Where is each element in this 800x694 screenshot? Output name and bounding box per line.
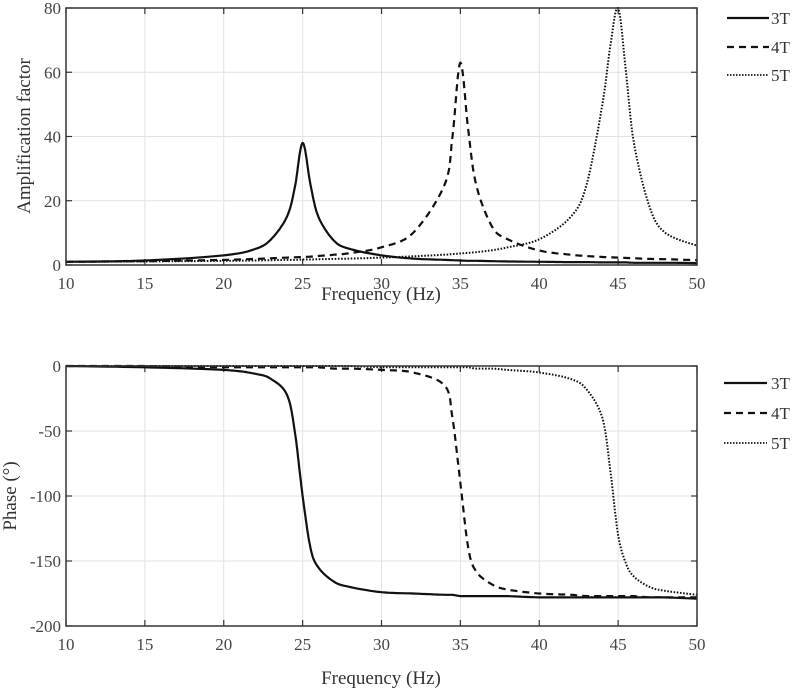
bottom-x-axis-label: Frequency (Hz) [321, 668, 441, 689]
bottom-y-axis-label: Phase (°) [0, 461, 21, 530]
legend-label-5T: 5T [771, 434, 791, 453]
bottom-legend: 3T 4T 5T [724, 374, 791, 453]
x-tick-label: 30 [373, 635, 390, 654]
top-x-tick-labels: 10 15 20 25 30 35 40 45 50 [58, 274, 706, 293]
y-tick-label: 0 [53, 357, 62, 376]
y-tick-label: 60 [44, 63, 61, 82]
y-tick-label: 80 [44, 0, 61, 18]
x-tick-label: 35 [452, 635, 469, 654]
amplification-plot: 0 20 40 60 80 10 15 20 25 30 35 40 45 50 Frequency (… [14, 0, 706, 305]
x-tick-label: 45 [610, 274, 627, 293]
curve-3T [65, 364, 698, 600]
top-legend: 3T 4T 5T [727, 9, 791, 85]
x-tick-label: 15 [136, 274, 153, 293]
legend-label-4T: 4T [771, 38, 791, 57]
y-tick-label: -100 [30, 487, 61, 506]
legend-label-4T: 4T [771, 404, 791, 423]
legend-label-5T: 5T [771, 66, 791, 85]
x-tick-label: 20 [215, 274, 232, 293]
phase-plot: 0 -50 -100 -150 -200 10 15 20 25 30 35 40 45 50 Freq… [0, 357, 706, 689]
bottom-grid [65, 365, 698, 627]
top-y-tick-labels: 0 20 40 60 80 [44, 0, 61, 275]
y-tick-label: -150 [30, 552, 61, 571]
x-tick-label: 25 [294, 635, 311, 654]
legend-label-3T: 3T [771, 374, 791, 393]
bottom-x-tick-labels: 10 15 20 25 30 35 40 45 50 [58, 635, 706, 654]
x-tick-label: 50 [689, 274, 706, 293]
y-tick-label: 20 [44, 192, 61, 211]
top-curves [65, 7, 698, 265]
x-tick-label: 45 [610, 635, 627, 654]
curve-4T [66, 364, 697, 599]
curve-5T [66, 7, 698, 263]
top-y-axis-label: Amplification factor [14, 58, 35, 214]
top-x-axis-label: Frequency (Hz) [321, 284, 441, 305]
top-grid [65, 7, 698, 266]
x-tick-label: 40 [531, 635, 548, 654]
curve-4T [66, 61, 698, 263]
y-tick-label: 40 [44, 128, 61, 147]
y-tick-label: 0 [53, 256, 62, 275]
y-tick-label: -50 [38, 422, 61, 441]
curve-5T [66, 365, 698, 596]
x-tick-label: 25 [294, 274, 311, 293]
x-tick-label: 20 [215, 635, 232, 654]
x-tick-label: 30 [373, 274, 390, 293]
curve-3T [65, 141, 697, 265]
y-tick-label: -200 [30, 617, 61, 636]
bottom-y-tick-labels: 0 -50 -100 -150 -200 [30, 357, 61, 636]
top-plot-frame [65, 7, 698, 266]
legend-label-3T: 3T [771, 9, 791, 28]
x-tick-label: 40 [531, 274, 548, 293]
x-tick-label: 10 [58, 635, 75, 654]
x-tick-label: 15 [136, 635, 153, 654]
x-tick-label: 50 [689, 635, 706, 654]
x-tick-label: 10 [58, 274, 75, 293]
bottom-plot-frame [65, 365, 698, 627]
bottom-curves [65, 364, 698, 600]
x-tick-label: 35 [452, 274, 469, 293]
